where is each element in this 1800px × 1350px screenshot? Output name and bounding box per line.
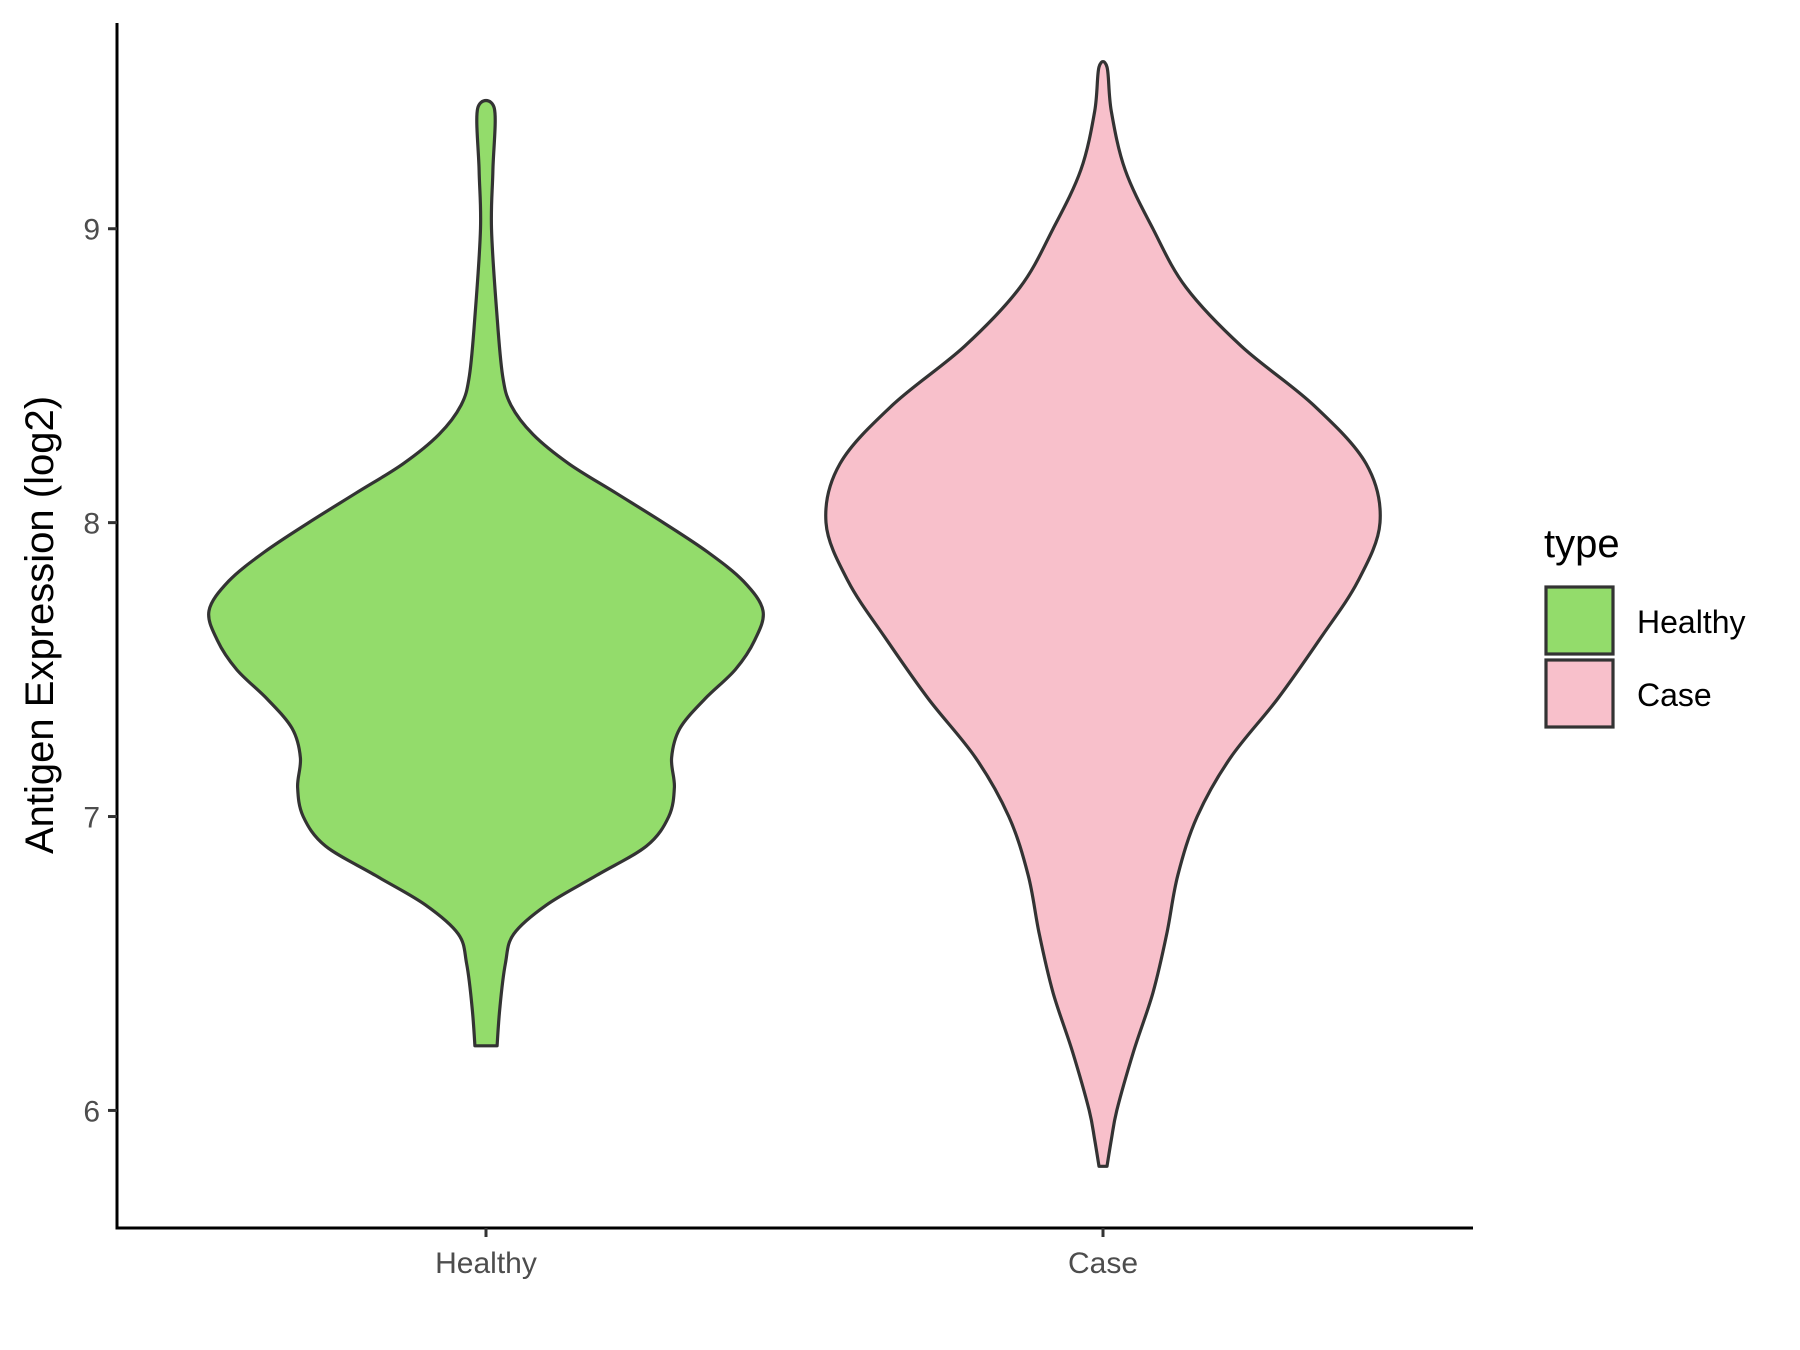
y-tick-label: 7 <box>83 802 100 835</box>
legend-entries: Healthy Case <box>1544 585 1746 729</box>
legend-label: Healthy <box>1637 604 1746 640</box>
y-tick-label: 8 <box>83 508 100 541</box>
x-tick-label: Healthy <box>435 1247 537 1280</box>
legend-key-case <box>1544 658 1615 729</box>
violins-layer <box>207 60 1382 1168</box>
y-tick-label: 9 <box>83 214 100 247</box>
legend-key-healthy <box>1544 585 1615 656</box>
violin-healthy <box>207 98 765 1048</box>
violin-case <box>824 60 1382 1168</box>
x-ticks: Healthy Case <box>435 1228 1138 1280</box>
x-tick-label: Case <box>1068 1247 1138 1280</box>
legend-title: type <box>1544 522 1620 566</box>
legend-label: Case <box>1637 677 1712 713</box>
y-ticks: 6 7 8 9 <box>83 214 117 1128</box>
y-axis-title: Antigen Expression (log2) <box>18 396 62 854</box>
legend: type Healthy Case <box>1544 522 1746 729</box>
y-tick-label: 6 <box>83 1095 100 1128</box>
